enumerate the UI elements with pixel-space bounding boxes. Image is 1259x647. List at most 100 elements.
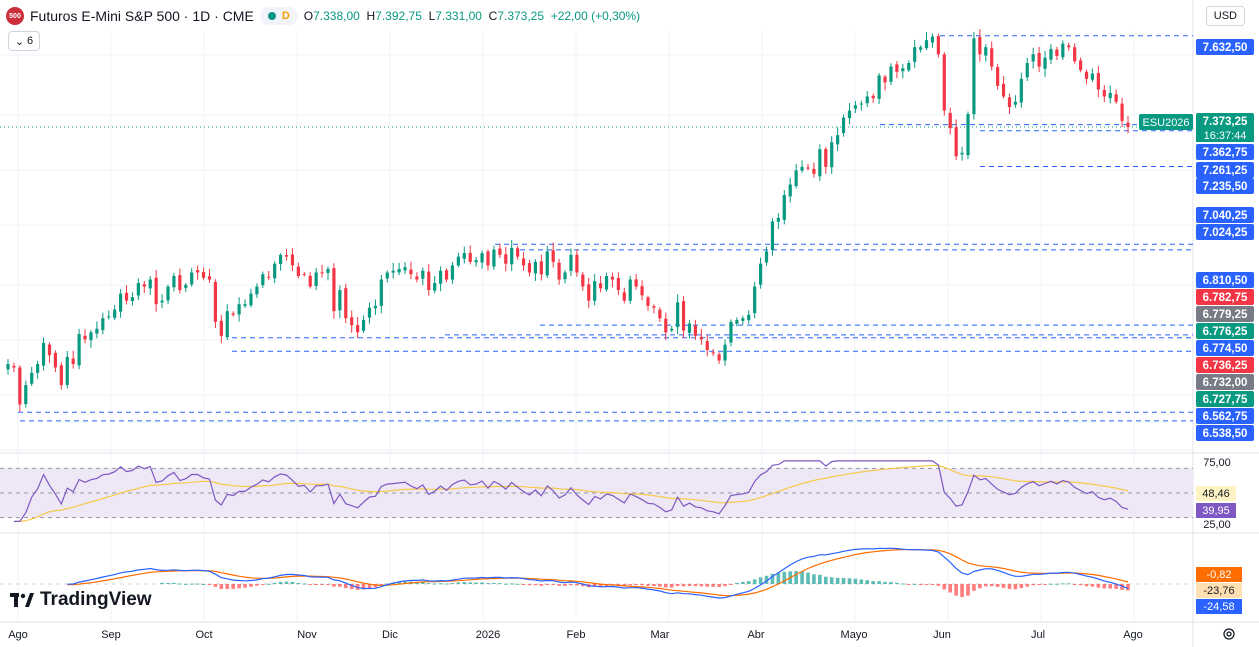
macd-histogram-bar [622,584,627,587]
macd-histogram-bar [924,584,929,585]
candle-body [818,149,822,177]
candle-body [539,261,543,275]
candle-body [1043,57,1047,69]
price-label-text: 6.782,75 [1203,292,1248,304]
macd-histogram-bar [741,581,745,584]
candle-body [178,275,182,291]
candle-body [409,269,413,275]
market-status-pill[interactable]: D [259,7,298,25]
candle-body [699,336,703,340]
candle-body [948,112,952,129]
candle-body [533,261,538,274]
candle-body [196,270,200,273]
macd-histogram-bar [343,584,348,589]
price-label-bg [1196,113,1254,129]
macd-histogram-bar [563,584,567,586]
ohlc-close-key: C [488,9,498,23]
macd-histogram-bar [320,584,324,585]
x-axis-label: Mayo [841,629,868,641]
currency-button[interactable]: USD [1205,6,1245,26]
candle-body [47,344,52,356]
macd-histogram-bar [355,584,360,590]
price-label: 6.779,25 [1196,306,1254,322]
macd-histogram-bar [261,584,265,585]
macd-histogram-bar [326,584,330,585]
candle-body [646,297,650,306]
macd-histogram-bar [776,572,781,584]
macd-histogram-bar [1043,584,1047,585]
price-label-text: 7.261,25 [1203,165,1248,177]
candle-body [415,276,419,280]
candle-body [107,316,111,318]
macd-histogram-bar [812,574,816,584]
candle-body [640,286,644,296]
indicators-collapse-button[interactable]: ⌄ 6 [8,31,40,51]
price-label-bg [1196,374,1254,390]
macd-histogram-bar [438,583,443,585]
candle-body [53,352,58,368]
candle-body [569,254,573,271]
candle-body [972,38,976,115]
ohlc-high: 7.392,75 [375,9,422,23]
macd-histogram-bar [995,584,1000,587]
candle-body [255,286,259,295]
macd-histogram-bar [456,582,461,584]
candle-body [634,279,638,287]
x-axis-label: Ago [1123,629,1143,641]
macd-histogram-bar [628,584,633,586]
macd-histogram-bar [527,584,532,586]
candle-body [438,270,443,284]
candle-body [924,40,929,49]
macd-histogram-bar [160,582,164,584]
macd-histogram-bar [1061,583,1065,585]
macd-histogram-bar [705,584,710,587]
candle-body [480,253,484,263]
candle-body [450,265,455,280]
candle-body [883,76,887,83]
macd-histogram-bar [746,581,751,584]
macd-histogram-bar [575,584,579,586]
price-label: 6.776,25 [1196,323,1254,339]
macd-histogram-bar [166,583,170,585]
macd-histogram-bar [480,582,484,584]
price-label: 6.562,75 [1196,408,1254,424]
x-axis-label: Abr [747,629,764,641]
settings-gear-icon[interactable] [1222,627,1236,641]
symbol-title[interactable]: Futuros E-Mini S&P 500 · 1D · CME [30,8,254,24]
candle-body [563,272,567,280]
candle-body [717,354,721,361]
tradingview-logo[interactable]: TradingView [10,589,152,611]
macd-histogram-bar [954,584,958,596]
x-axis-label: Jun [933,629,951,641]
candle-body [1078,60,1083,71]
candle-body [1120,103,1124,122]
price-label-text: 7.362,75 [1203,147,1248,159]
macd-histogram-bar [1013,584,1018,590]
macd-histogram-bar [569,584,573,586]
price-label: 6.538,50 [1196,425,1254,441]
macd-histogram-bar [912,583,917,585]
candle-body [1108,92,1112,99]
candle-body [267,276,271,278]
macd-histogram-bar [853,578,858,584]
price-label: 7.040,25 [1196,207,1254,223]
macd-histogram-bar [272,582,277,584]
rsi-axis-tick: 25,00 [1203,519,1231,531]
macd-histogram-bar [598,584,603,587]
candle-body [1102,89,1106,97]
macd-histogram-bar [284,581,289,584]
price-label-text: 6.779,25 [1203,309,1248,321]
macd-histogram-bar [243,584,247,588]
ohlc-values: O7.338,00 H7.392,75 L7.331,00 C7.373,25 … [304,9,640,23]
candle-body [895,64,899,72]
macd-histogram-bar [592,584,597,587]
macd-histogram-bar [314,584,318,585]
macd-histogram-bar [658,584,662,587]
macd-histogram-bar [883,581,887,584]
candle-body [830,142,834,168]
x-axis-label: Feb [567,629,586,641]
macd-histogram-bar [379,584,384,586]
symbol-logo[interactable]: 500 [6,7,24,25]
macd-histogram-bar [1108,584,1113,589]
